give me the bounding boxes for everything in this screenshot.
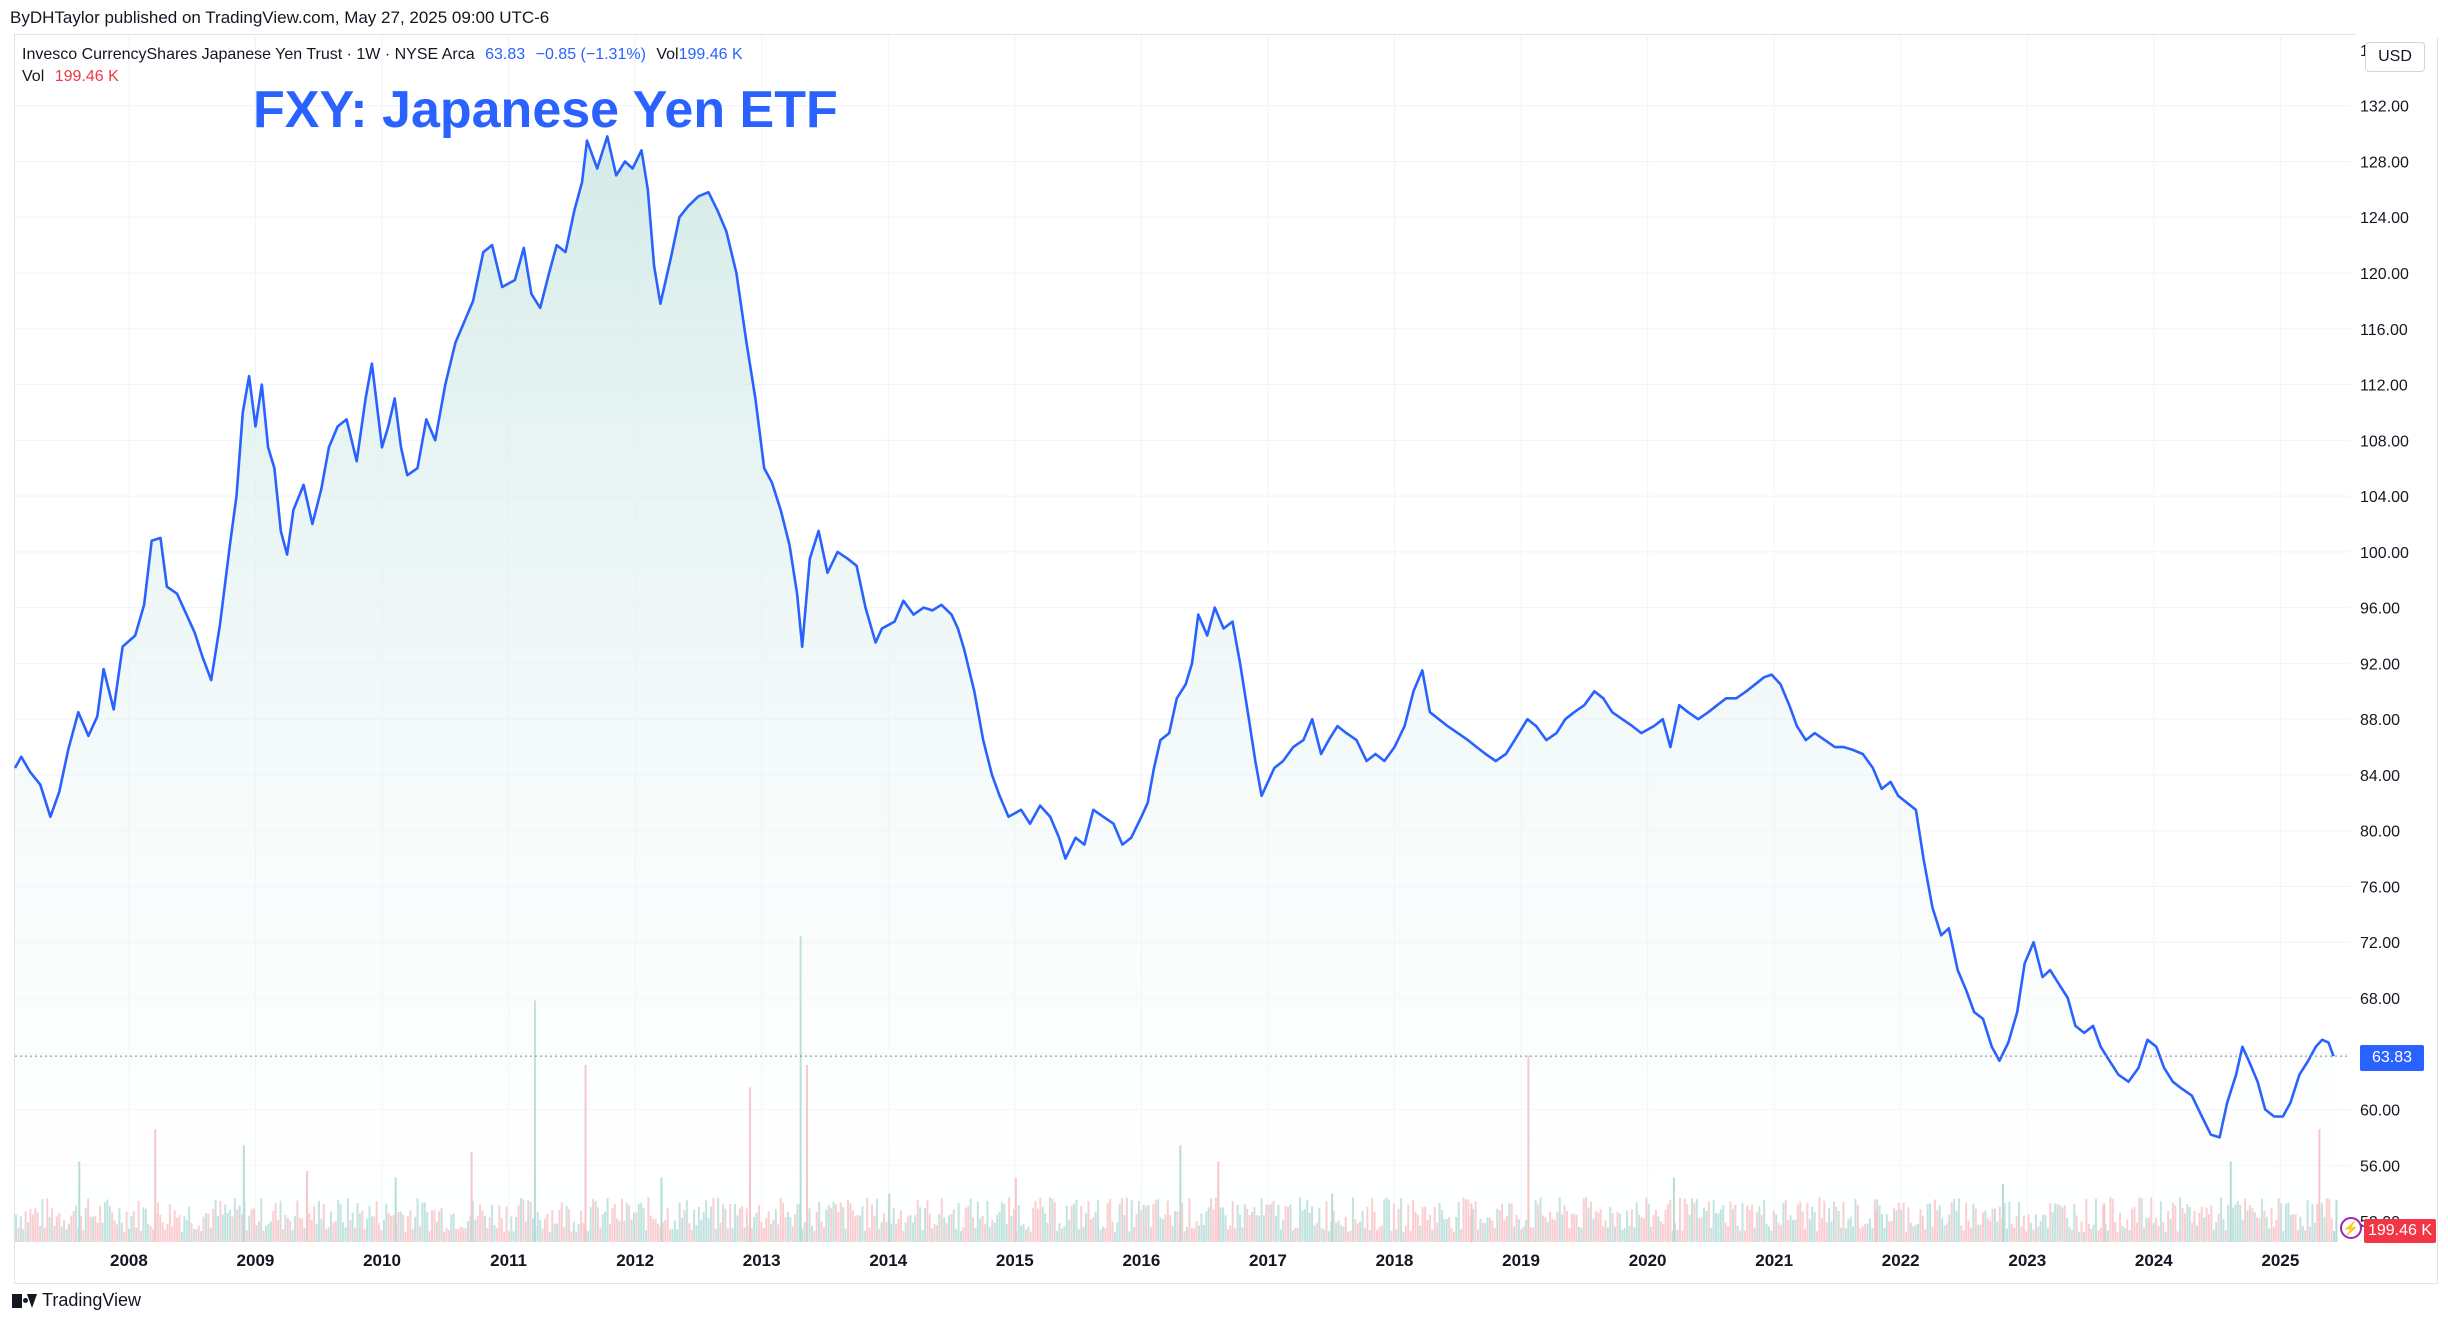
y-tick-label: 76.00	[2360, 879, 2400, 896]
y-tick-label: 108.00	[2360, 433, 2409, 450]
x-tick-label: 2009	[237, 1251, 275, 1270]
currency-button[interactable]: USD	[2365, 42, 2425, 72]
brand-label: TradingView	[42, 1290, 142, 1310]
volume-bar	[2335, 1199, 2338, 1242]
x-tick-label: 2017	[1249, 1251, 1287, 1270]
legend-row: Invesco CurrencyShares Japanese Yen Trus…	[22, 46, 749, 64]
x-tick-label: 2010	[363, 1251, 401, 1270]
x-tick-label: 2015	[996, 1251, 1034, 1270]
x-tick-label: 2025	[2261, 1251, 2299, 1270]
volume-legend-row: Vol 199.46 K	[22, 68, 125, 86]
y-tick-label: 60.00	[2360, 1103, 2400, 1120]
published-info: ByDHTaylor published on TradingView.com,…	[10, 8, 550, 27]
x-tick-label: 2013	[743, 1251, 781, 1270]
chart-frame	[14, 34, 2438, 1284]
x-tick-label: 2019	[1502, 1251, 1540, 1270]
y-tick-label: 56.00	[2360, 1158, 2400, 1175]
volume-bar	[2333, 1230, 2336, 1242]
volume-value: 199.46 K	[678, 46, 743, 63]
y-tick-label: 72.00	[2360, 935, 2400, 952]
x-tick-label: 2011	[490, 1251, 527, 1270]
x-tick-label: 2014	[869, 1251, 907, 1270]
y-tick-label: 104.00	[2360, 489, 2409, 506]
volume-indicator-value: 199.46 K	[54, 68, 119, 85]
y-tick-label: 88.00	[2360, 712, 2400, 729]
y-tick-label: 80.00	[2360, 824, 2400, 841]
x-tick-label: 2022	[1882, 1251, 1920, 1270]
symbol-description[interactable]: Invesco CurrencyShares Japanese Yen Trus…	[22, 46, 475, 63]
x-tick-label: 2012	[616, 1251, 654, 1270]
y-tick-label: 100.00	[2360, 545, 2409, 562]
x-tick-label: 2023	[2008, 1251, 2046, 1270]
y-tick-label: 128.00	[2360, 154, 2409, 171]
y-tick-label: 116.00	[2360, 322, 2408, 339]
x-tick-label: 2021	[1755, 1251, 1793, 1270]
x-tick-label: 2018	[1376, 1251, 1414, 1270]
y-tick-label: 120.00	[2360, 266, 2409, 283]
axis-clip-mask	[2356, 0, 2446, 38]
y-tick-label: 92.00	[2360, 656, 2400, 673]
price-change-value: −0.85 (−1.31%)	[535, 46, 646, 63]
x-tick-label: 2016	[1122, 1251, 1160, 1270]
price-line	[13, 135, 2335, 1139]
y-tick-label: 84.00	[2360, 768, 2400, 785]
volume-tag: 199.46 K	[2364, 1219, 2436, 1243]
y-tick-label: 112.00	[2360, 378, 2408, 395]
y-tick-label: 96.00	[2360, 601, 2400, 618]
x-tick-label: 2008	[110, 1251, 148, 1270]
y-tick-label: 124.00	[2360, 210, 2409, 227]
bolt-icon[interactable]: ⚡	[2340, 1217, 2362, 1239]
chart-annotation-title: FXY: Japanese Yen ETF	[253, 81, 838, 139]
y-tick-label: 132.00	[2360, 99, 2409, 116]
volume-label: Vol	[656, 46, 679, 63]
price-area	[15, 136, 2334, 1242]
last-price-tag: 63.83	[2360, 1045, 2424, 1071]
last-price-value: 63.83	[485, 46, 526, 63]
tradingview-logo-icon	[12, 1293, 37, 1308]
y-tick-label: 68.00	[2360, 991, 2400, 1008]
x-tick-label: 2020	[1629, 1251, 1667, 1270]
x-tick-label: 2024	[2135, 1251, 2173, 1270]
volume-indicator-label[interactable]: Vol	[22, 68, 45, 85]
tradingview-brand[interactable]: TradingView	[12, 1290, 141, 1311]
